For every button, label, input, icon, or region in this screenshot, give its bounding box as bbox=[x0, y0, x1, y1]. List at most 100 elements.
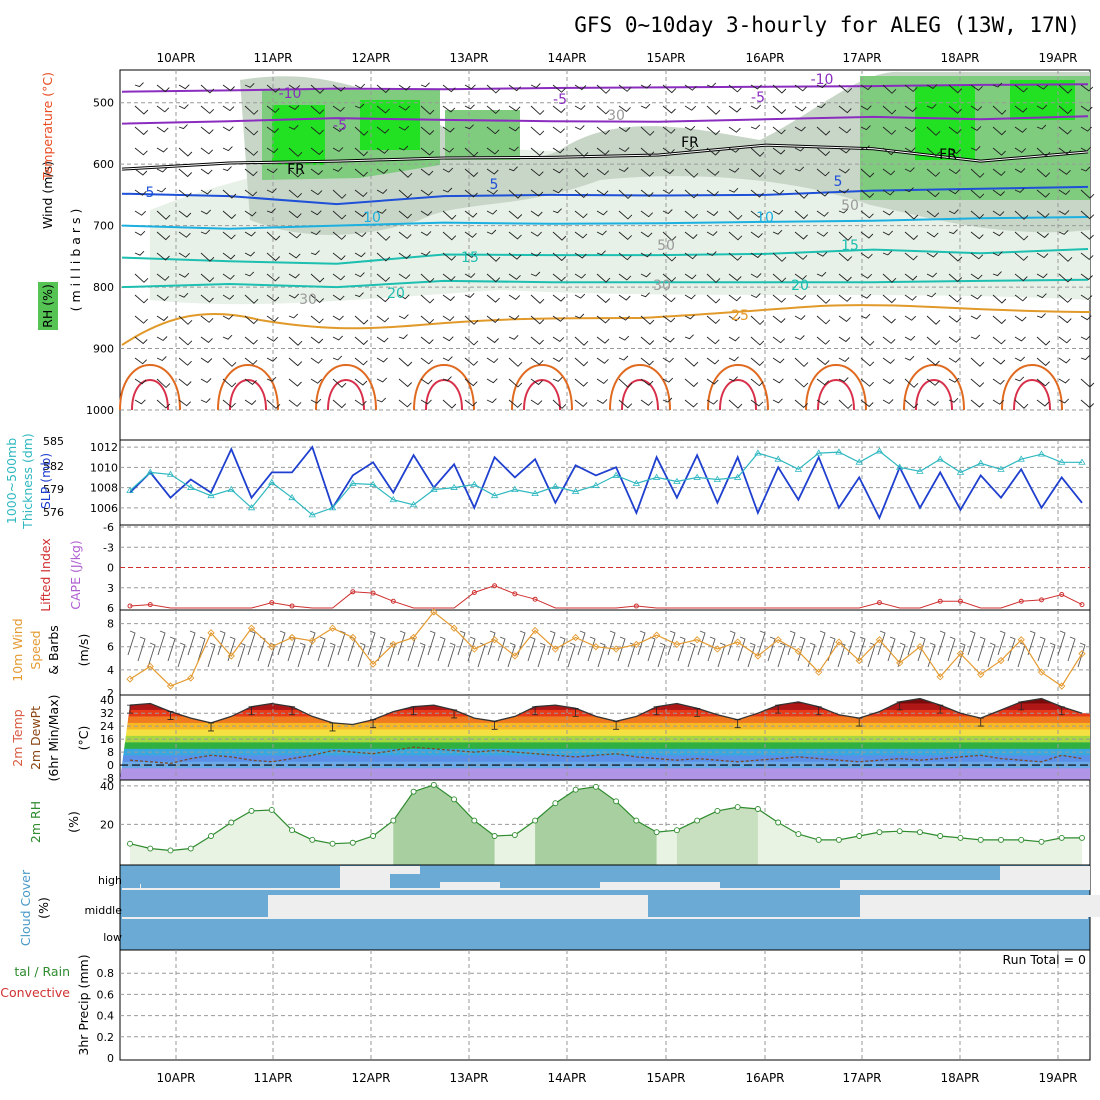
wind10m-barb bbox=[607, 630, 616, 656]
contour-label: -5 bbox=[333, 118, 347, 134]
wind-barb bbox=[552, 105, 566, 114]
wind-barb bbox=[244, 357, 258, 365]
thickness-marker bbox=[551, 482, 560, 489]
wind-barb bbox=[442, 84, 456, 93]
wind-barb bbox=[882, 273, 897, 283]
y-tick-label: -6 bbox=[103, 521, 114, 534]
wind-barb bbox=[838, 357, 850, 363]
wind10m-marker bbox=[308, 637, 316, 645]
wind-barb bbox=[640, 399, 653, 406]
wind-barb bbox=[552, 208, 562, 214]
wind-barb bbox=[134, 189, 147, 196]
wind10m-barb bbox=[207, 642, 216, 668]
wind-barb bbox=[640, 168, 654, 177]
cloud-gap bbox=[340, 866, 390, 890]
wind-barb bbox=[178, 124, 188, 130]
wind-barb bbox=[816, 231, 829, 237]
wind-barb bbox=[288, 147, 303, 157]
rh2m-line bbox=[129, 784, 1082, 852]
thickness-marker bbox=[652, 473, 661, 480]
wind10m-marker bbox=[956, 650, 965, 658]
xsec-ylabel: Wind (m/s) bbox=[40, 161, 55, 229]
wind-barb bbox=[948, 126, 962, 134]
wind-barb bbox=[332, 355, 343, 361]
y-tick-label: 0 bbox=[107, 562, 114, 575]
minmax-bar bbox=[127, 704, 133, 714]
wind-barb bbox=[1036, 124, 1047, 130]
wind-barb bbox=[706, 336, 720, 345]
wind-barb bbox=[1080, 189, 1095, 199]
wind-barb bbox=[838, 315, 851, 322]
lifted-index-marker bbox=[269, 600, 275, 606]
thickness-marker bbox=[713, 475, 722, 482]
wind-barb bbox=[552, 168, 564, 174]
wind-barb bbox=[486, 147, 500, 155]
wind-barb bbox=[640, 252, 652, 258]
y-tick-label: 24 bbox=[100, 720, 114, 733]
wind-barb bbox=[376, 168, 389, 174]
wind-barb bbox=[156, 147, 168, 153]
wind-barb bbox=[354, 378, 368, 386]
li-ylabel: Lifted Index bbox=[38, 538, 53, 612]
wind-barb bbox=[816, 271, 827, 277]
wind10m-barb bbox=[957, 642, 966, 668]
wind-barb bbox=[706, 399, 718, 405]
wind-barb bbox=[750, 378, 764, 387]
wind-barb bbox=[640, 83, 652, 89]
wind-barb bbox=[222, 231, 236, 240]
wind-barb bbox=[420, 294, 435, 304]
wind-barb bbox=[838, 168, 850, 174]
wind-barb bbox=[266, 336, 279, 342]
wind-gridlines bbox=[120, 610, 1090, 695]
wind10m-barb bbox=[927, 642, 936, 668]
wind-barb bbox=[596, 230, 607, 236]
wind10m-barb bbox=[427, 630, 436, 656]
wind-barb bbox=[464, 357, 479, 366]
wind-barb bbox=[596, 126, 610, 135]
wind-barb bbox=[222, 146, 233, 152]
wind-barb bbox=[1014, 187, 1025, 193]
wind-barb bbox=[486, 84, 501, 94]
y-tick-label: 500 bbox=[93, 97, 114, 110]
wind-barb bbox=[662, 147, 675, 154]
rh2m-marker bbox=[410, 788, 417, 795]
wind-barb bbox=[442, 252, 456, 261]
wind-barb bbox=[948, 189, 960, 195]
thickness-marker bbox=[409, 500, 418, 508]
wind-barb bbox=[1014, 168, 1026, 173]
wind10m-barb bbox=[557, 636, 566, 662]
wind-barb bbox=[178, 378, 192, 387]
boundary-loop bbox=[425, 379, 463, 411]
wind-barb bbox=[1036, 252, 1049, 259]
wind-barb bbox=[288, 231, 302, 239]
thickness-marker bbox=[227, 485, 235, 492]
wind-barb bbox=[684, 252, 698, 260]
wind-barb bbox=[398, 378, 413, 388]
dewpt-line bbox=[129, 746, 1083, 765]
wind-barb bbox=[772, 273, 787, 283]
temperature-contour bbox=[121, 216, 1089, 230]
wind-barb bbox=[1080, 105, 1093, 112]
lifted-index-line bbox=[129, 585, 1083, 609]
wind-barb bbox=[574, 231, 588, 239]
wind10m-marker bbox=[936, 673, 944, 681]
wind-barb bbox=[1058, 398, 1070, 404]
wind-barb bbox=[464, 147, 479, 157]
wind-barb bbox=[530, 336, 544, 345]
wind-barb bbox=[1036, 168, 1051, 178]
wind-barb bbox=[926, 272, 938, 278]
rh2m-marker bbox=[349, 839, 356, 846]
wind-barb bbox=[354, 336, 369, 346]
wind-barb bbox=[508, 378, 523, 388]
wind-barb bbox=[794, 84, 808, 92]
wind-barb bbox=[926, 168, 941, 177]
wind-barb bbox=[618, 399, 633, 409]
wind-barb bbox=[486, 273, 501, 283]
x-tick-label-bottom: 16APR bbox=[745, 1071, 784, 1085]
wind-barb bbox=[970, 105, 983, 111]
wind-barb bbox=[882, 210, 894, 216]
slp-thickness-series bbox=[126, 445, 1086, 521]
wind-barb bbox=[464, 231, 477, 238]
boundary-loop bbox=[119, 364, 181, 411]
wind10m-barb bbox=[567, 642, 576, 668]
